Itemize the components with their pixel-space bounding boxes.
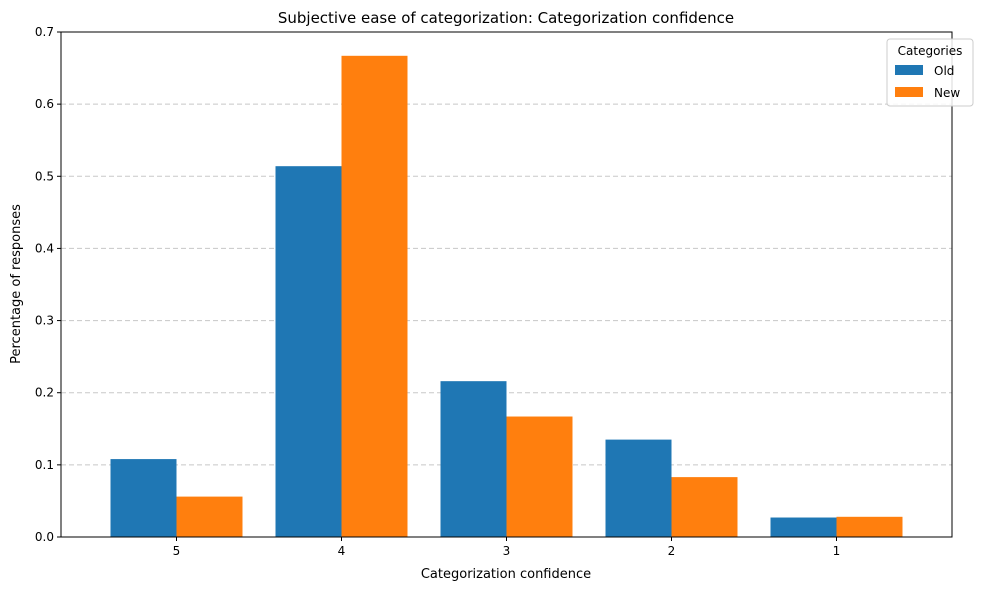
bar-old	[275, 166, 342, 537]
y-tick-label: 0.3	[35, 314, 54, 328]
y-tick-label: 0.1	[35, 458, 54, 472]
legend-swatch-new	[895, 87, 923, 97]
grid-lines	[61, 103, 952, 466]
legend-label-old: Old	[934, 64, 954, 78]
x-axis-label: Categorization confidence	[421, 567, 591, 582]
y-axis-ticks: 0.0 0.1 0.2 0.3 0.4 0.5 0.6 0.7	[35, 25, 61, 544]
x-tick-label: 2	[668, 544, 676, 558]
chart-title: Subjective ease of categorization: Categ…	[278, 9, 734, 27]
y-tick-label: 0.7	[35, 25, 54, 39]
bar-new	[176, 496, 243, 537]
legend: Categories Old New	[886, 38, 974, 107]
y-axis-label: Percentage of responses	[9, 204, 24, 364]
y-tick-label: 0.0	[35, 530, 54, 544]
y-tick-label: 0.6	[35, 97, 54, 111]
legend-swatch-old	[895, 65, 923, 75]
bars	[110, 55, 903, 538]
bar-old	[110, 459, 177, 537]
bar-old	[605, 439, 672, 537]
x-tick-label: 4	[338, 544, 346, 558]
x-axis-ticks: 5 4 3 2 1	[173, 537, 841, 558]
legend-label-new: New	[934, 86, 960, 100]
x-tick-label: 5	[173, 544, 181, 558]
x-tick-label: 1	[833, 544, 841, 558]
bar-new	[671, 477, 738, 537]
bar-new	[506, 416, 573, 537]
y-tick-label: 0.5	[35, 169, 54, 183]
y-tick-label: 0.4	[35, 241, 54, 255]
legend-title: Categories	[898, 44, 963, 58]
bar-new	[836, 516, 903, 537]
bar-new	[341, 55, 408, 538]
bar-old	[770, 517, 837, 537]
x-tick-label: 3	[503, 544, 511, 558]
bar-old	[440, 381, 507, 537]
y-tick-label: 0.2	[35, 386, 54, 400]
